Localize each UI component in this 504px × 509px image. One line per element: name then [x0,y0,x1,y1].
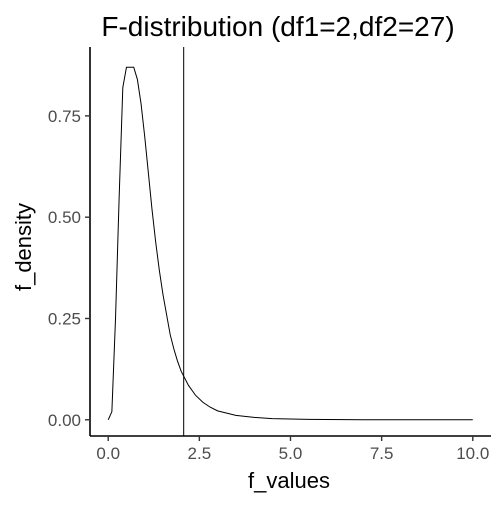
chart-title: F-distribution (df1=2,df2=27) [101,11,454,42]
x-tick-label: 5.0 [279,444,303,463]
x-tick-label: 0.0 [96,444,120,463]
y-axis-ticks: 0.00 0.25 0.50 0.75 [48,107,90,430]
x-axis-ticks: 0.0 2.5 5.0 7.5 10.0 [96,436,489,463]
y-tick-label: 0.00 [48,411,81,430]
y-tick-label: 0.50 [48,208,81,227]
x-tick-label: 10.0 [456,444,489,463]
plot-area [107,47,473,436]
x-tick-label: 2.5 [188,444,212,463]
y-tick-label: 0.75 [48,107,81,126]
density-curve-line [107,66,473,421]
x-axis-label: f_values [248,468,330,493]
y-tick-label: 0.25 [48,309,81,328]
y-axis-label: f_density [11,203,36,291]
x-tick-label: 7.5 [370,444,394,463]
